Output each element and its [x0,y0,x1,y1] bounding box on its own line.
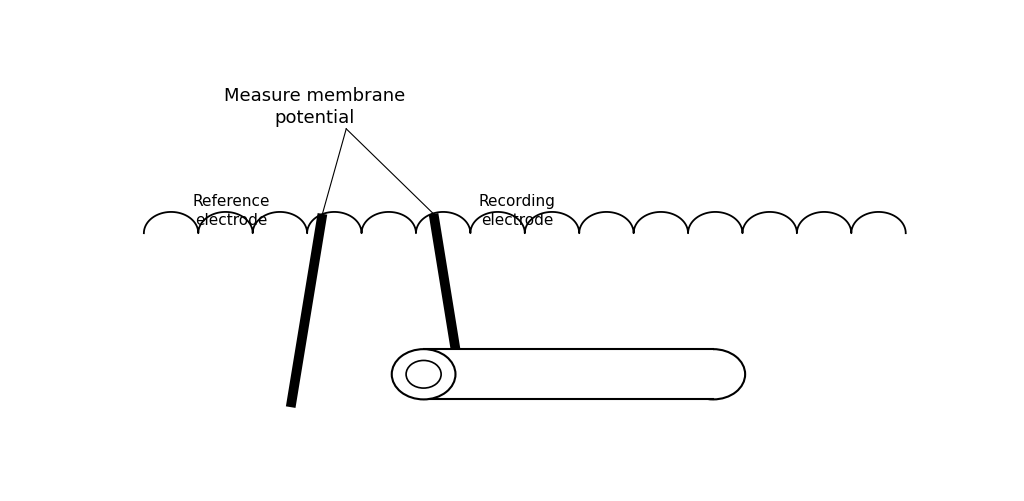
Text: Reference
electrode: Reference electrode [193,193,270,228]
Text: Measure membrane
potential: Measure membrane potential [224,87,406,127]
Ellipse shape [392,350,456,400]
Ellipse shape [681,350,745,400]
Text: Recording
electrode: Recording electrode [478,193,555,228]
Ellipse shape [407,361,441,388]
Bar [424,350,714,400]
